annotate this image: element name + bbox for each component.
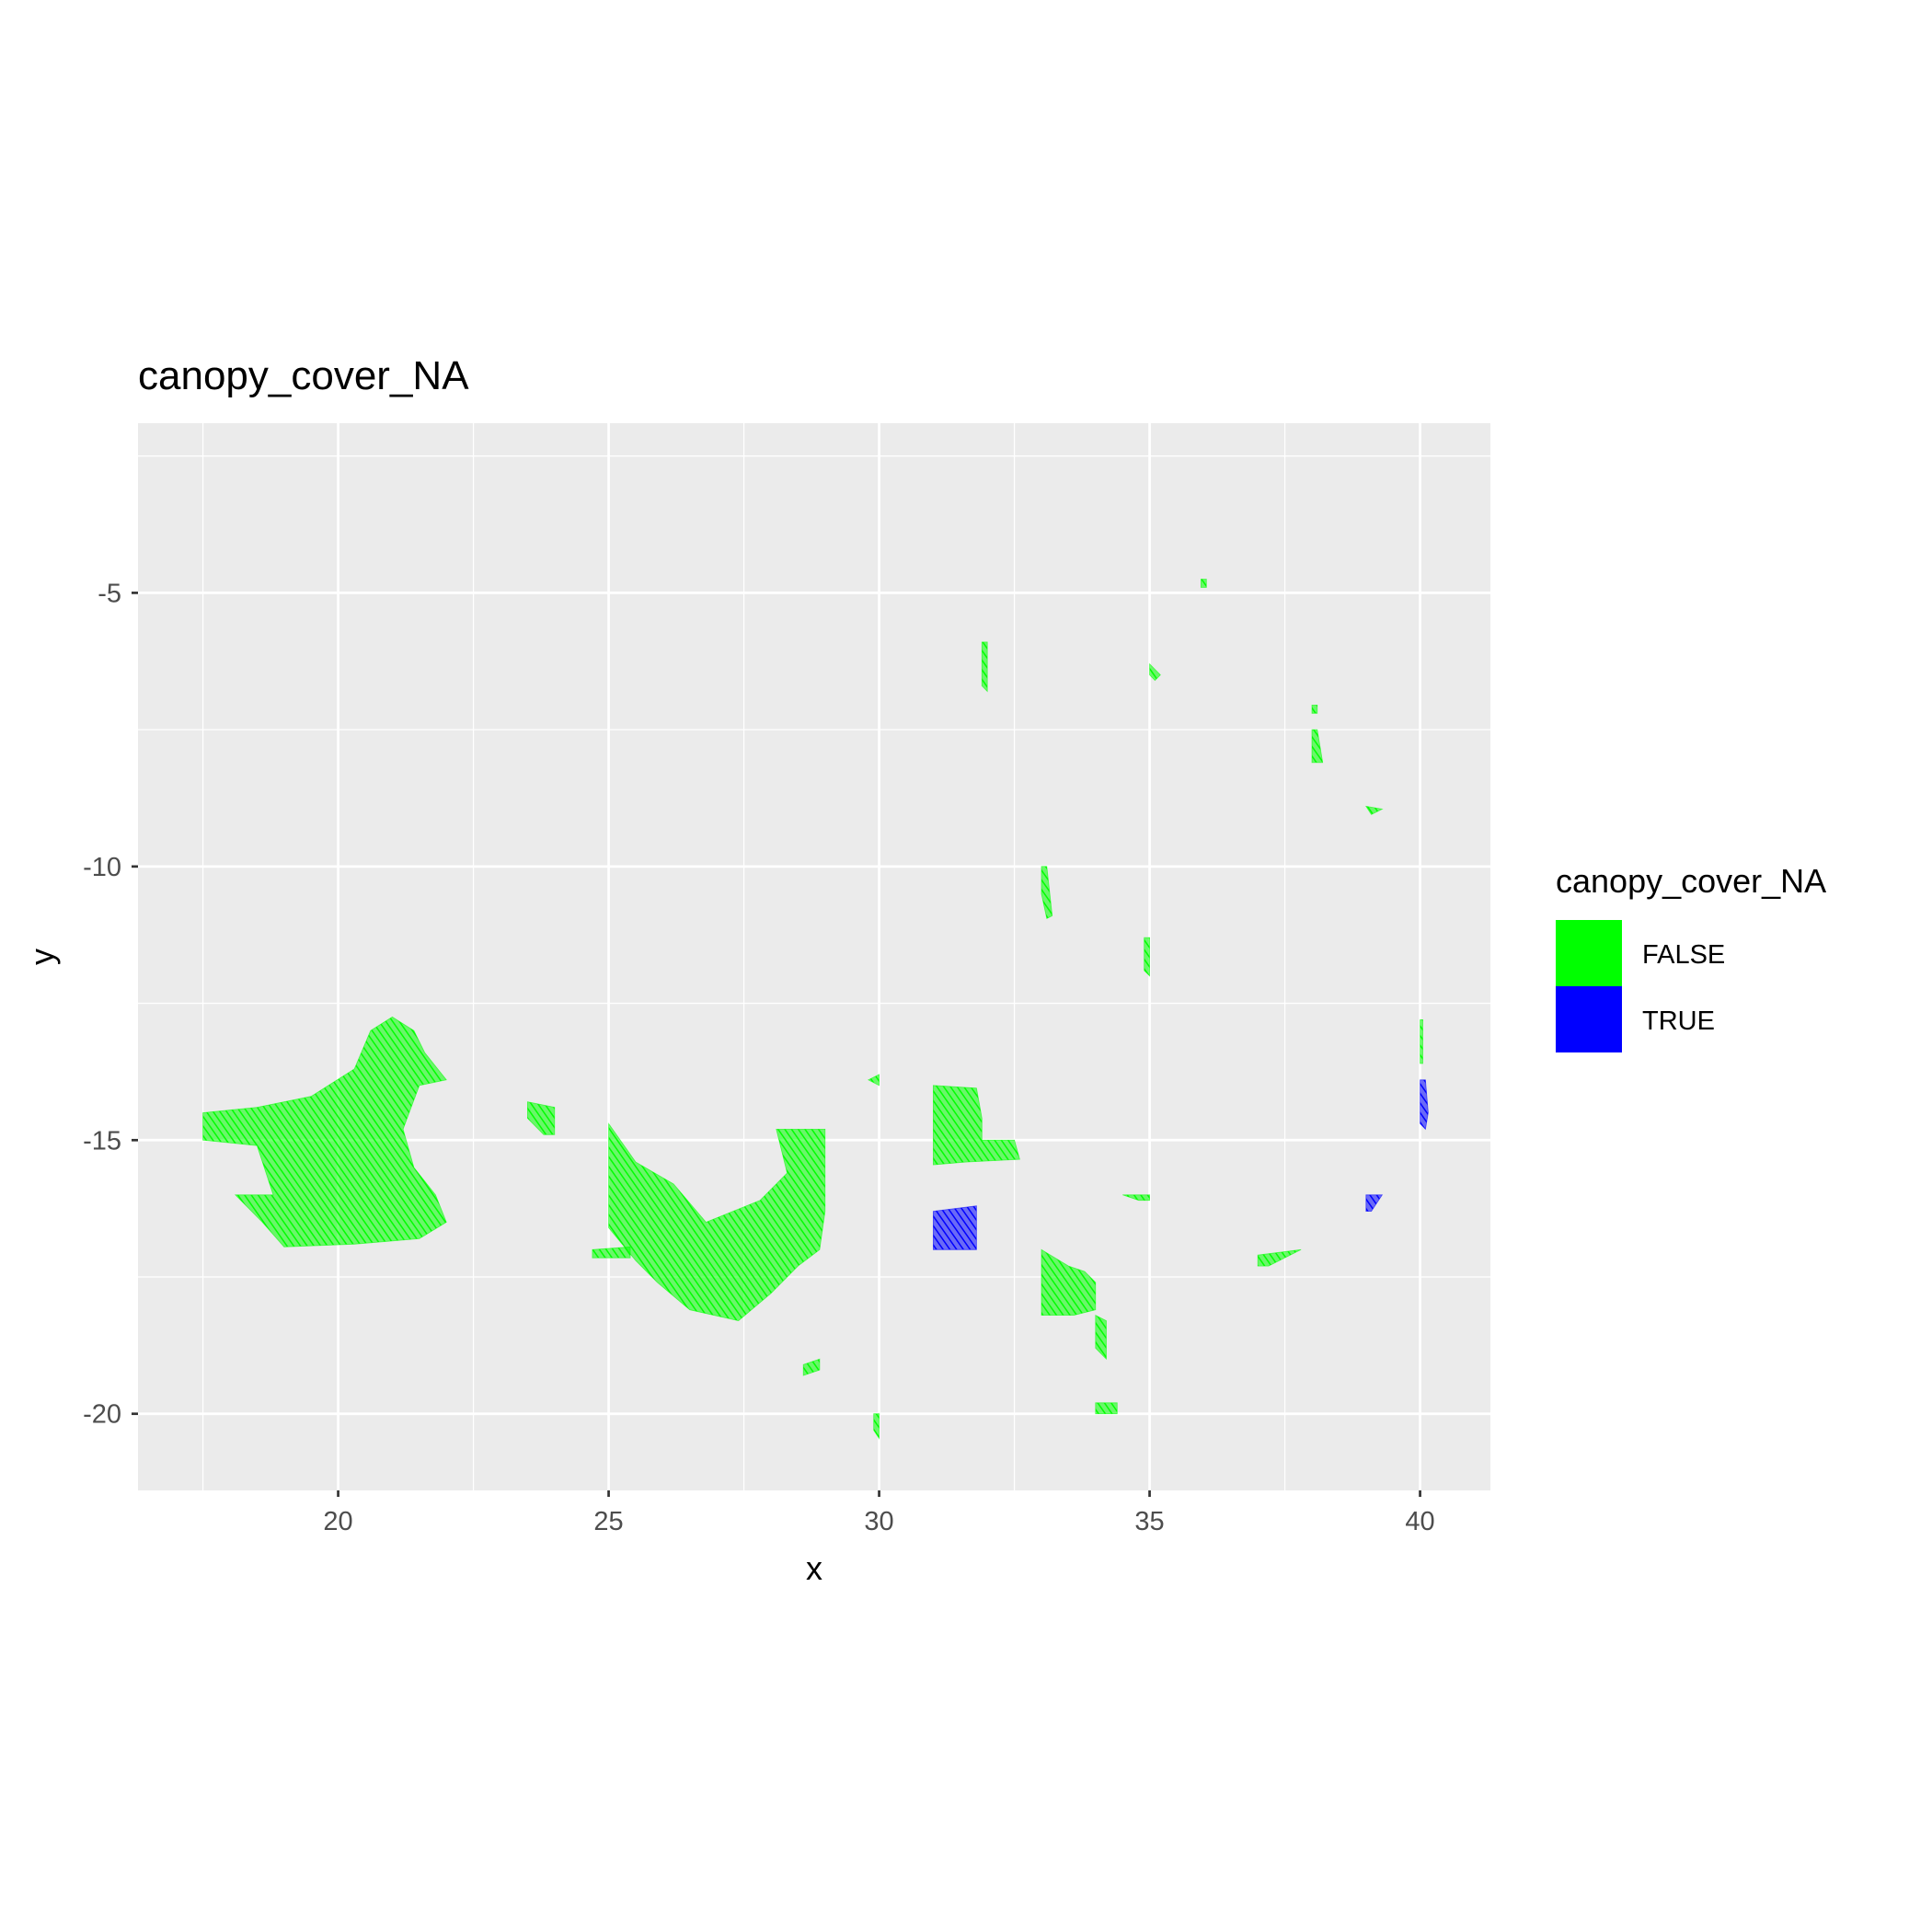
raster-region-false [1096,1403,1118,1414]
raster-region-true [933,1206,976,1250]
legend-label-true: TRUE [1642,1006,1715,1036]
legend-key-false [1556,920,1622,986]
legend-label-false: FALSE [1642,940,1725,970]
plot-panel [138,423,1490,1490]
y-axis-title: y [23,949,61,965]
raster-region-false [982,642,987,692]
x-tick-label: 25 [593,1507,623,1536]
raster-region-false [1312,705,1317,713]
legend-title: canopy_cover_NA [1556,862,1826,900]
raster-region-false [1144,937,1150,976]
y-tick-label: -5 [98,579,121,608]
y-tick-label: -20 [83,1400,121,1430]
raster-region-false [1420,1019,1423,1064]
y-tick-label: -15 [83,1126,121,1156]
y-tick-label: -10 [83,853,121,882]
x-tick-label: 40 [1405,1507,1434,1536]
chart-title: canopy_cover_NA [138,353,469,398]
raster-region-false [1201,580,1206,588]
x-tick-label: 35 [1134,1507,1164,1536]
x-axis-title: x [806,1549,822,1587]
x-tick-label: 30 [864,1507,893,1536]
x-tick-label: 20 [323,1507,352,1536]
legend-key-true [1556,986,1622,1052]
